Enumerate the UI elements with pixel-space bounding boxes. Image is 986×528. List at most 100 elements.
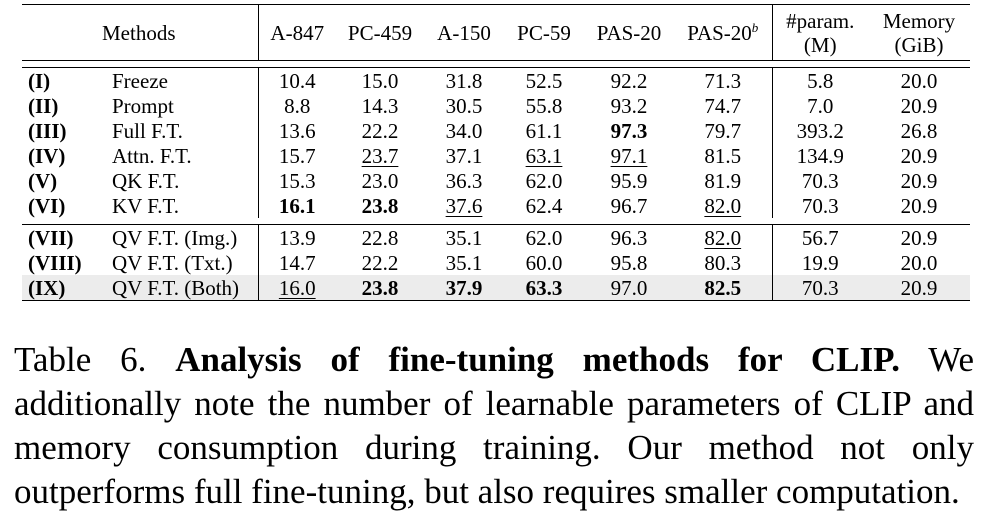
cell-a847-value: 16.1 [278,193,316,218]
cell-a847-value: 15.3 [278,168,316,193]
cell-a847-value: 13.9 [278,225,316,250]
cell-pc459-value: 22.8 [361,225,399,250]
cell-pc459: 22.8 [336,224,424,250]
cell-pc459-value: 14.3 [361,93,399,118]
cell-pc59-value: 62.4 [525,193,563,218]
cell-pas20b: 82.5 [674,275,773,301]
cell-pc459-value: 23.8 [361,275,399,300]
row-id: (IV) [28,143,66,168]
cell-mem: 20.9 [868,168,970,193]
row-method: QV F.T. (Txt.) [102,250,259,275]
caption-title: Analysis of fine-tuning methods for CLIP… [175,340,900,379]
cell-pas20: 92.2 [584,67,674,93]
cell-pc59-value: 52.5 [525,68,563,93]
cell-a150-value: 37.1 [445,143,483,168]
row-id: (V) [28,168,58,193]
cell-a150: 37.1 [424,143,504,168]
cell-pc459-value: 23.7 [361,143,399,168]
cell-pc459: 23.0 [336,168,424,193]
cell-a847: 10.4 [258,67,336,93]
cell-a150: 35.1 [424,224,504,250]
row-method: Attn. F.T. [102,143,259,168]
caption-body: We additionally note the number of learn… [14,340,975,511]
row-id: (VIII) [28,250,82,275]
cell-mem: 20.9 [868,193,970,218]
cell-pc59-value: 63.3 [525,275,563,300]
header-memory-line2: (GiB) [894,32,944,57]
cell-param: 56.7 [772,224,868,250]
header-pas20b: PAS-20b [674,4,773,61]
cell-pas20-value: 97.3 [610,118,648,143]
row-id: (II) [28,93,59,118]
header-memory: Memory (GiB) [868,4,970,61]
cell-pc59: 62.4 [504,193,584,218]
cell-pas20b-value: 80.3 [704,250,742,275]
cell-a847-value: 16.0 [278,275,316,300]
cell-pas20b-value: 81.9 [704,168,742,193]
cell-a150: 34.0 [424,118,504,143]
row-id: (VI) [28,193,66,218]
cell-mem: 20.9 [868,143,970,168]
cell-mem-value: 20.9 [900,93,938,118]
table-row: (IV) Attn. F.T. 15.7 23.7 37.1 63.1 97.1 81.5 13… [22,143,970,168]
header-param: #param. (M) [772,4,868,61]
header-a150: A-150 [424,4,504,61]
header-pas20: PAS-20 [584,4,674,61]
cell-a847: 16.0 [258,275,336,301]
results-table: Methods A-847 PC-459 A-150 PC-59 PAS-20 … [22,4,970,301]
row-method: QK F.T. [102,168,259,193]
row-method: Prompt [102,93,259,118]
cell-pas20b-value: 79.7 [704,118,742,143]
cell-pc459-value: 15.0 [361,68,399,93]
cell-pas20b: 80.3 [674,250,773,275]
cell-param-value: 393.2 [796,118,844,143]
cell-pas20: 93.2 [584,93,674,118]
row-method: KV F.T. [102,193,259,218]
table-row: (III) Full F.T. 13.6 22.2 34.0 61.1 97.3 79.7 39… [22,118,970,143]
cell-pc459: 23.8 [336,193,424,218]
cell-mem-value: 20.9 [900,193,938,218]
cell-mem-value: 20.9 [900,225,938,250]
row-id: (I) [22,67,102,93]
cell-param: 5.8 [772,67,868,93]
cell-a150: 30.5 [424,93,504,118]
table-row: (VI) KV F.T. 16.1 23.8 37.6 62.4 96.7 82.0 70.3 2… [22,193,970,218]
cell-pas20: 97.3 [584,118,674,143]
header-param-line1: #param. [786,8,855,33]
table-row: (VII) QV F.T. (Img.) 13.9 22.8 35.1 62.0 96.3 8… [22,224,970,250]
header-id [22,4,102,61]
cell-mem: 20.9 [868,275,970,301]
cell-pas20-value: 92.2 [610,68,648,93]
cell-pc459: 23.7 [336,143,424,168]
cell-a150-value: 37.6 [445,193,483,218]
cell-pc459-value: 22.2 [361,250,399,275]
cell-a150-value: 35.1 [445,250,483,275]
cell-a847: 13.9 [258,224,336,250]
cell-pas20-value: 97.0 [610,275,648,300]
table-header-row: Methods A-847 PC-459 A-150 PC-59 PAS-20 … [22,4,970,61]
header-methods: Methods [102,4,259,61]
cell-pc59: 52.5 [504,67,584,93]
cell-pc59: 61.1 [504,118,584,143]
cell-a847: 15.3 [258,168,336,193]
cell-pc59: 63.1 [504,143,584,168]
header-pas20b-label: PAS-20 [687,20,752,45]
table-caption: Table 6. Analysis of fine-tuning methods… [14,338,974,514]
cell-a150: 36.3 [424,168,504,193]
caption-label: Table 6. [14,340,147,379]
cell-pc459-value: 23.8 [361,193,399,218]
cell-pas20-value: 96.3 [610,225,648,250]
cell-pas20b: 74.7 [674,93,773,118]
row-id: (IX) [22,275,102,301]
cell-pas20: 95.8 [584,250,674,275]
cell-pas20b: 82.0 [674,193,773,218]
cell-a150-value: 30.5 [445,93,483,118]
cell-mem: 20.0 [868,250,970,275]
cell-a150: 35.1 [424,250,504,275]
cell-pas20-value: 96.7 [610,193,648,218]
cell-mem: 26.8 [868,118,970,143]
cell-pc59: 60.0 [504,250,584,275]
cell-param-value: 70.3 [801,193,839,218]
cell-pas20: 96.3 [584,224,674,250]
cell-pas20b: 81.5 [674,143,773,168]
